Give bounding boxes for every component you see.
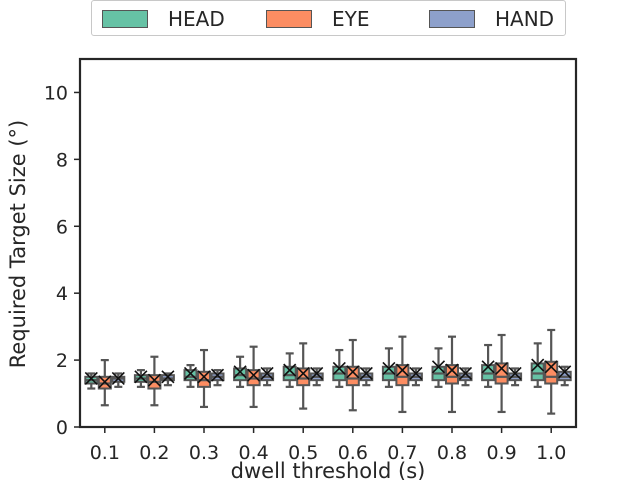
mean-marker <box>431 360 446 374</box>
mean-marker <box>495 361 509 376</box>
mean-marker <box>161 370 175 384</box>
box-eye <box>544 360 559 385</box>
x-tick-label: 0.4 <box>238 442 268 464</box>
y-tick-label: 2 <box>56 350 68 372</box>
mean-marker <box>98 375 112 389</box>
x-tick-label: 0.1 <box>90 442 120 464</box>
mean-marker <box>346 365 360 379</box>
mean-marker <box>183 366 198 381</box>
y-tick-label: 10 <box>44 82 68 104</box>
mean-marker <box>147 373 161 387</box>
mean-marker <box>283 363 297 377</box>
mean-marker <box>445 363 459 377</box>
x-tick-label: 0.7 <box>387 442 417 464</box>
x-tick-label: 0.6 <box>338 442 368 464</box>
x-tick-label: 1.0 <box>536 442 566 464</box>
plot-frame <box>78 57 578 429</box>
box-head <box>282 365 297 382</box>
y-tick-label: 6 <box>56 216 68 238</box>
box-head <box>183 369 198 382</box>
mean-marker <box>111 371 125 386</box>
mean-marker <box>84 371 98 386</box>
x-tick-label: 0.3 <box>189 442 219 464</box>
x-tick-label: 0.2 <box>139 442 169 464</box>
mean-marker <box>531 358 545 372</box>
y-tick-label: 8 <box>56 149 68 171</box>
legend-label-eye: EYE <box>332 7 370 31</box>
mean-marker <box>310 366 324 381</box>
legend-label-hand: HAND <box>495 7 555 31</box>
x-axis-label: dwell threshold (s) <box>231 459 426 480</box>
legend-item-eye: EYE <box>266 7 370 31</box>
x-tick-label: 0.5 <box>288 442 318 464</box>
legend-label-head: HEAD <box>168 7 225 31</box>
legend: HEAD EYE HAND <box>91 0 566 36</box>
mean-marker <box>409 366 423 381</box>
mean-marker <box>382 361 396 376</box>
legend-item-hand: HAND <box>429 7 555 31</box>
y-axis-label: Required Target Size (°) <box>6 120 30 368</box>
mean-marker <box>134 370 148 384</box>
y-tick-label: 4 <box>56 283 68 305</box>
x-tick-label: 0.9 <box>486 442 516 464</box>
box-eye <box>445 364 459 385</box>
mean-marker <box>296 366 310 381</box>
mean-marker <box>558 365 572 379</box>
mean-marker <box>508 366 522 381</box>
mean-marker <box>332 361 346 376</box>
mean-marker <box>260 366 274 381</box>
mean-marker <box>458 366 473 381</box>
mean-marker <box>233 365 247 379</box>
legend-swatch-eye <box>266 10 312 28</box>
box-eye <box>345 365 360 387</box>
mean-marker <box>197 370 211 384</box>
mean-marker <box>247 368 261 382</box>
legend-swatch-hand <box>429 10 475 28</box>
legend-item-head: HEAD <box>102 7 225 31</box>
legend-swatch-head <box>102 10 148 28</box>
mean-marker <box>395 363 409 377</box>
mean-marker <box>359 366 373 381</box>
x-tick-label: 0.8 <box>437 442 467 464</box>
mean-marker <box>481 360 495 374</box>
mean-marker <box>210 368 225 382</box>
mean-marker <box>544 360 558 374</box>
plot-area: 0 2 4 6 8 10 0.1 0.2 0.3 0.4 0.5 0.6 0.7 0.8 0.9 1.0 <box>44 57 578 464</box>
box-eye <box>296 367 311 387</box>
y-tick-label: 0 <box>56 417 68 439</box>
